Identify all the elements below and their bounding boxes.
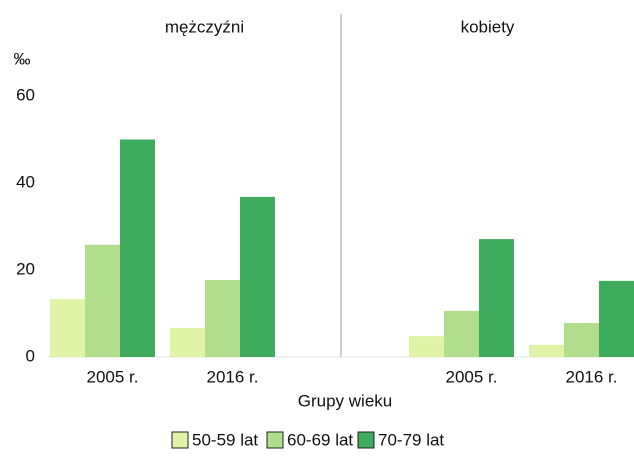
y-axis-unit: ‰ (14, 49, 31, 68)
bar (479, 239, 514, 357)
bar (205, 280, 240, 357)
legend-label: 60-69 lat (287, 430, 353, 449)
bar (170, 327, 205, 357)
y-tick-label: 60 (16, 85, 35, 104)
x-tick-label: 2016 r. (207, 367, 259, 386)
x-tick-label: 2005 r. (87, 367, 139, 386)
bar (50, 299, 85, 357)
bar (564, 323, 599, 357)
legend-label: 70-79 lat (378, 430, 444, 449)
legend-swatch (357, 431, 375, 449)
bar (444, 310, 479, 357)
legend-swatch (171, 431, 189, 449)
panel-title: kobiety (461, 17, 515, 36)
bar (85, 244, 120, 357)
panel-title: mężczyźni (165, 17, 244, 36)
bar (529, 344, 564, 357)
bar (240, 196, 275, 357)
y-tick-label: 0 (26, 346, 35, 365)
y-tick-label: 20 (16, 259, 35, 278)
x-tick-label: 2016 r. (566, 367, 618, 386)
bar (599, 280, 634, 357)
bar (120, 139, 155, 357)
bar (409, 336, 444, 357)
y-tick-label: 40 (16, 172, 35, 191)
x-axis-title: Grupy wieku (298, 391, 392, 410)
legend-swatch (266, 431, 284, 449)
legend-label: 50-59 lat (192, 430, 258, 449)
x-tick-label: 2005 r. (446, 367, 498, 386)
